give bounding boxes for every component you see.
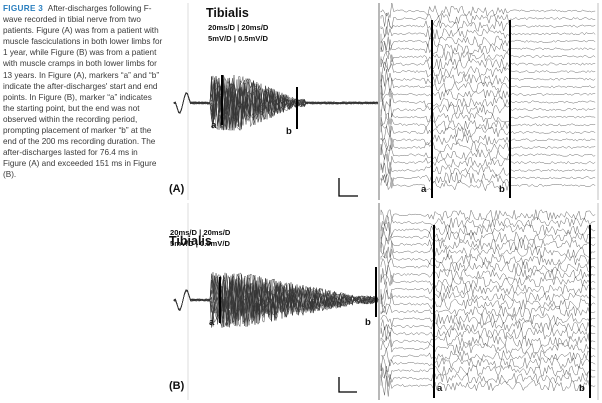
panel-a-traces — [173, 3, 599, 200]
panel-b-raster-trace — [380, 215, 596, 231]
panel-b-raster-trace — [380, 227, 596, 248]
panel-a-calibration-bar — [338, 178, 358, 197]
panel-b-superimposed-trace — [173, 273, 379, 327]
panel-a-marker-a: a — [211, 120, 217, 131]
panel-a-marker-b: b — [286, 126, 292, 137]
panel-a-raster-marker-b: b — [499, 184, 505, 195]
panel-b-raster-trace — [380, 293, 596, 315]
panel-b-raster-marker-a: a — [437, 383, 443, 394]
panel-a-raster-trace — [380, 26, 596, 44]
panel-b-superimposed-traces — [173, 272, 379, 328]
panel-b-raster-trace — [380, 289, 596, 308]
panel-b-raster-trace — [380, 303, 596, 318]
panel-b-label: (B) — [169, 380, 185, 392]
panel-a-raster-trace — [380, 137, 596, 155]
panel-b-muscle-label: Tibialis — [169, 234, 212, 248]
panel-a-raster-trace — [380, 50, 596, 68]
panel-a-raster-trace — [380, 39, 596, 60]
panel-a-raster-traces — [380, 3, 596, 192]
panel-a-raster-trace — [380, 122, 596, 143]
caption-text: After-discharges following F-wave record… — [3, 4, 163, 180]
panel-b-raster-trace — [380, 258, 596, 275]
panel-b-calibration-bar — [338, 377, 357, 393]
panel-b-raster-trace — [380, 249, 596, 266]
panel-a-raster-trace — [380, 92, 596, 112]
panel-a-raster-trace — [380, 130, 596, 150]
panel-b-traces — [173, 203, 599, 400]
panel-b-raster-traces — [380, 209, 596, 397]
panel-b-raster-trace — [380, 347, 596, 367]
panel-b-raster-trace — [380, 355, 596, 372]
panel-a-raster-trace — [380, 12, 596, 30]
panel-a-raster-trace — [380, 144, 596, 162]
panel-a-raster-trace — [380, 154, 596, 175]
panel-a-raster-trace — [380, 61, 596, 82]
panel-b-raster-trace — [380, 339, 596, 355]
panel-a-superimposed-trace — [173, 75, 379, 127]
panel-a: Tibialis 20ms/D | 20ms/D 5mV/D | 0.5mV/D… — [166, 3, 599, 200]
caption-label: FIGURE 3 — [3, 4, 44, 13]
panel-a-raster-trace — [380, 77, 596, 98]
panel-b-raster-trace — [380, 374, 596, 397]
panel-b-raster-marker-b: b — [579, 383, 585, 394]
panel-b-superimposed-trace — [173, 275, 379, 328]
panel-b-raster-trace — [380, 264, 596, 285]
panel-a-raster-trace — [380, 112, 596, 127]
panel-a-raster-trace — [380, 85, 596, 101]
panel-b-raster-trace — [380, 364, 596, 381]
panel-a-superimposed-traces — [173, 74, 379, 131]
panel-b-raster-trace — [380, 312, 596, 327]
panel-b-raster-trace — [380, 281, 596, 300]
panel-a-raster-trace — [380, 69, 596, 87]
panel-b-raster-trace — [380, 319, 596, 337]
panel-b-raster-trace — [380, 241, 596, 259]
panel-a-scale-line2: 5mV/D | 0.5mV/D — [208, 34, 268, 43]
panel-b: Tibialis 20ms/D | 20ms/D 5mV/D | 0.5mV/D… — [166, 203, 599, 400]
panel-b-scale-line1: 20ms/D | 20ms/D — [170, 228, 231, 237]
panel-b-marker-b: b — [365, 317, 371, 328]
panel-b-raster-trace — [380, 221, 596, 240]
panel-b-raster-trace — [380, 367, 596, 387]
panel-a-scale-line1: 20ms/D | 20ms/D — [208, 23, 269, 32]
figure-caption: FIGURE 3 After-discharges following F-wa… — [3, 3, 163, 181]
panel-a-raster-trace — [380, 54, 596, 72]
panel-a-raster-trace — [380, 98, 596, 121]
panel-a-raster-trace — [380, 168, 596, 189]
panel-b-raster-trace — [380, 274, 596, 288]
panel-a-raster-trace — [380, 18, 596, 38]
panel-a-raster-trace — [380, 3, 596, 18]
panel-b-superimposed-trace — [173, 274, 379, 325]
panel-a-raster-trace — [380, 35, 596, 53]
panel-a-muscle-label: Tibialis — [206, 6, 249, 20]
panel-b-raster-trace — [380, 209, 596, 225]
panel-a-raster-trace — [380, 174, 596, 192]
panel-a-raster-trace — [380, 161, 596, 178]
panel-b-raster-trace — [380, 323, 596, 341]
panel-b-scale-line2: 5mV/D | 0.5mV/D — [170, 239, 230, 248]
panel-a-label: (A) — [169, 183, 185, 195]
panel-a-raster-marker-a: a — [421, 184, 427, 195]
panel-b-raster-trace — [380, 236, 596, 256]
panel-a-raster-trace — [380, 116, 596, 133]
panel-b-marker-a: a — [209, 317, 215, 328]
panel-a-superimposed-trace — [173, 75, 379, 129]
